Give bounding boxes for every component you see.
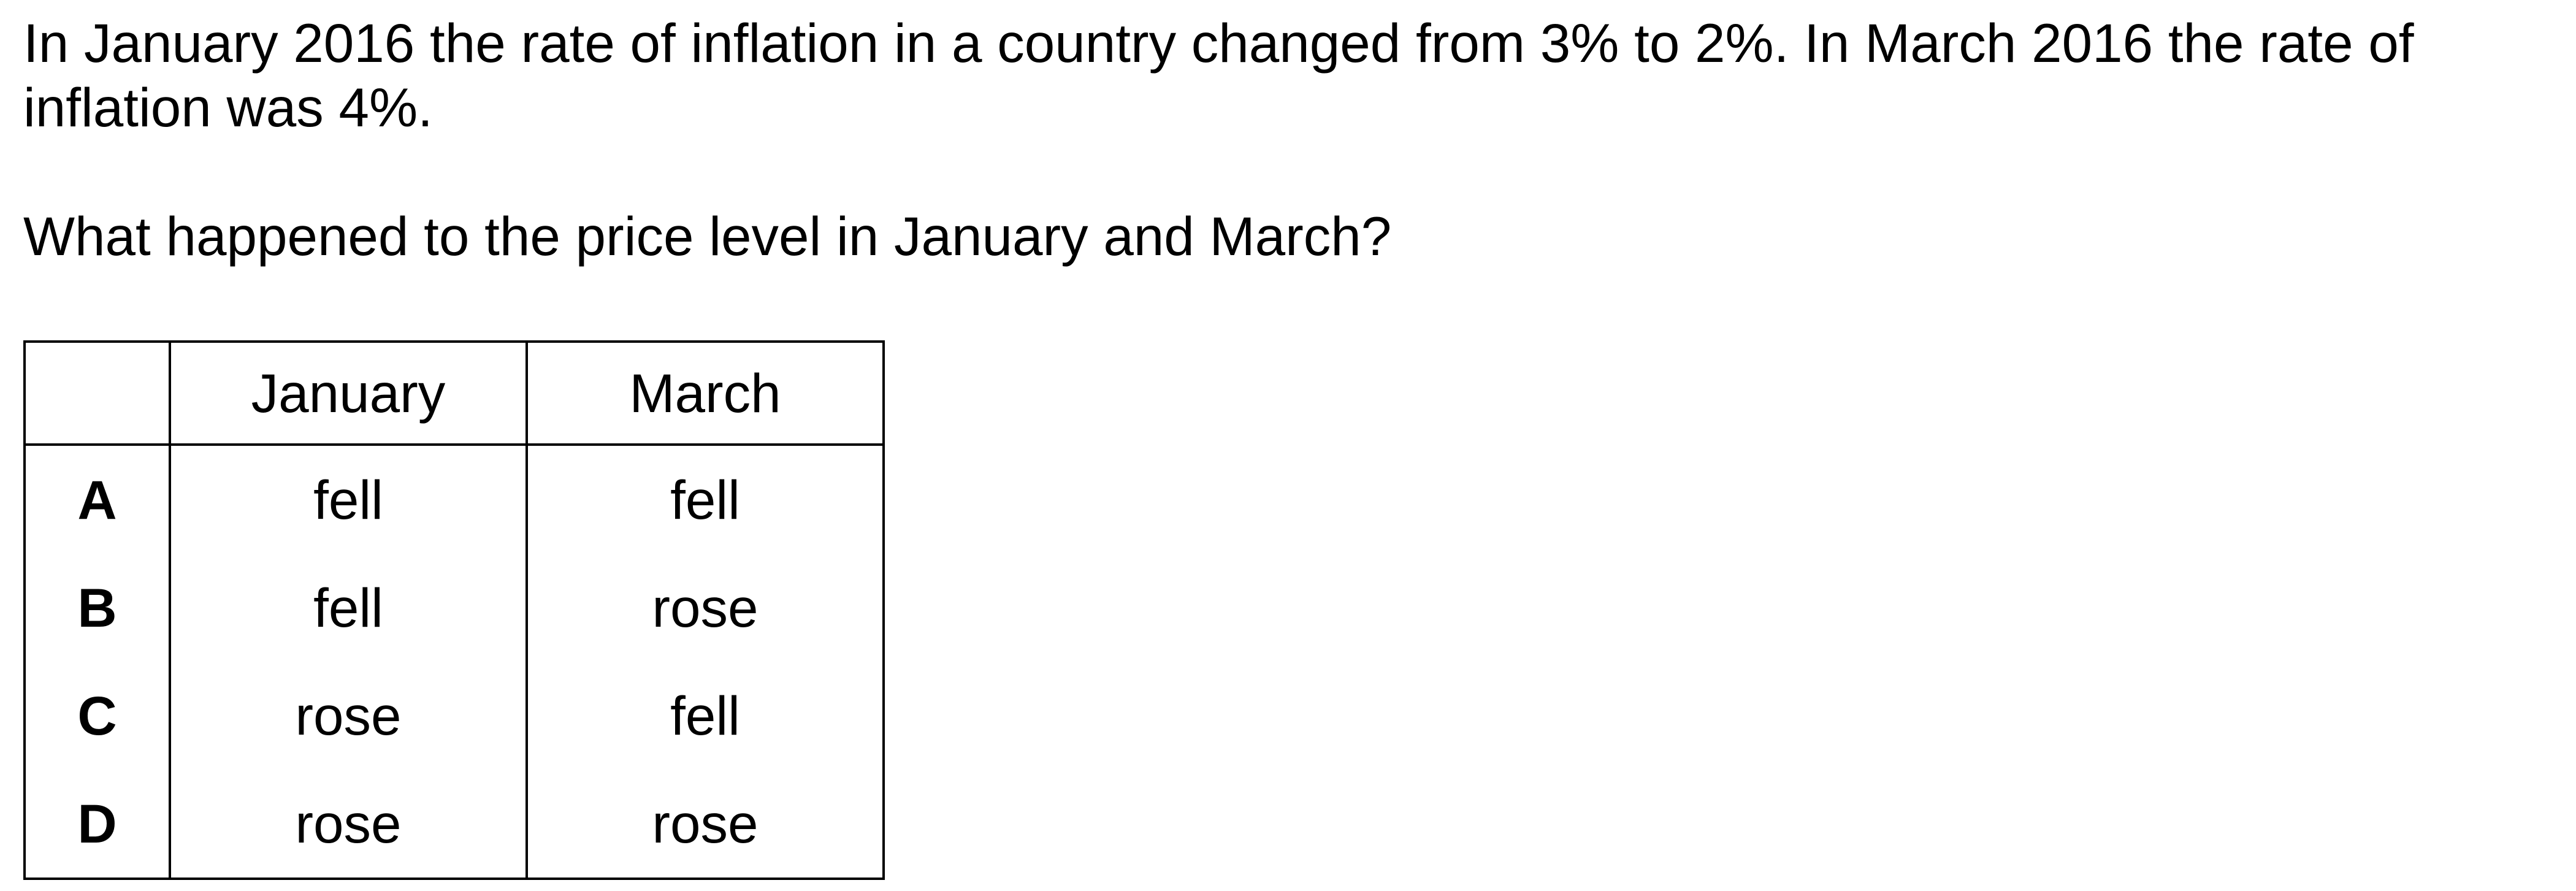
- option-key: B: [23, 554, 171, 662]
- option-row-a: A fell fell: [23, 445, 885, 554]
- header-march: March: [526, 340, 885, 446]
- option-january: fell: [169, 445, 528, 554]
- option-march: fell: [526, 445, 885, 554]
- option-january: rose: [169, 662, 528, 770]
- question-stem: In January 2016 the rate of inflation in…: [23, 12, 2414, 138]
- option-march: fell: [526, 662, 885, 770]
- option-row-c: C rose fell: [23, 662, 885, 770]
- answer-options-table: January March A fell fell B fell rose C …: [23, 340, 885, 880]
- question-text: In January 2016 the rate of inflation in…: [23, 11, 2537, 269]
- question-prompt: What happened to the price level in Janu…: [23, 205, 1392, 267]
- table-header-row: January March: [23, 340, 885, 446]
- option-row-d: D rose rose: [23, 770, 885, 880]
- option-march: rose: [526, 770, 885, 880]
- option-january: fell: [169, 554, 528, 662]
- option-march: rose: [526, 554, 885, 662]
- option-key: D: [23, 770, 171, 880]
- option-row-b: B fell rose: [23, 554, 885, 662]
- header-january: January: [169, 340, 528, 446]
- option-january: rose: [169, 770, 528, 880]
- option-key: C: [23, 662, 171, 770]
- option-key: A: [23, 445, 171, 554]
- header-key-cell: [23, 340, 171, 446]
